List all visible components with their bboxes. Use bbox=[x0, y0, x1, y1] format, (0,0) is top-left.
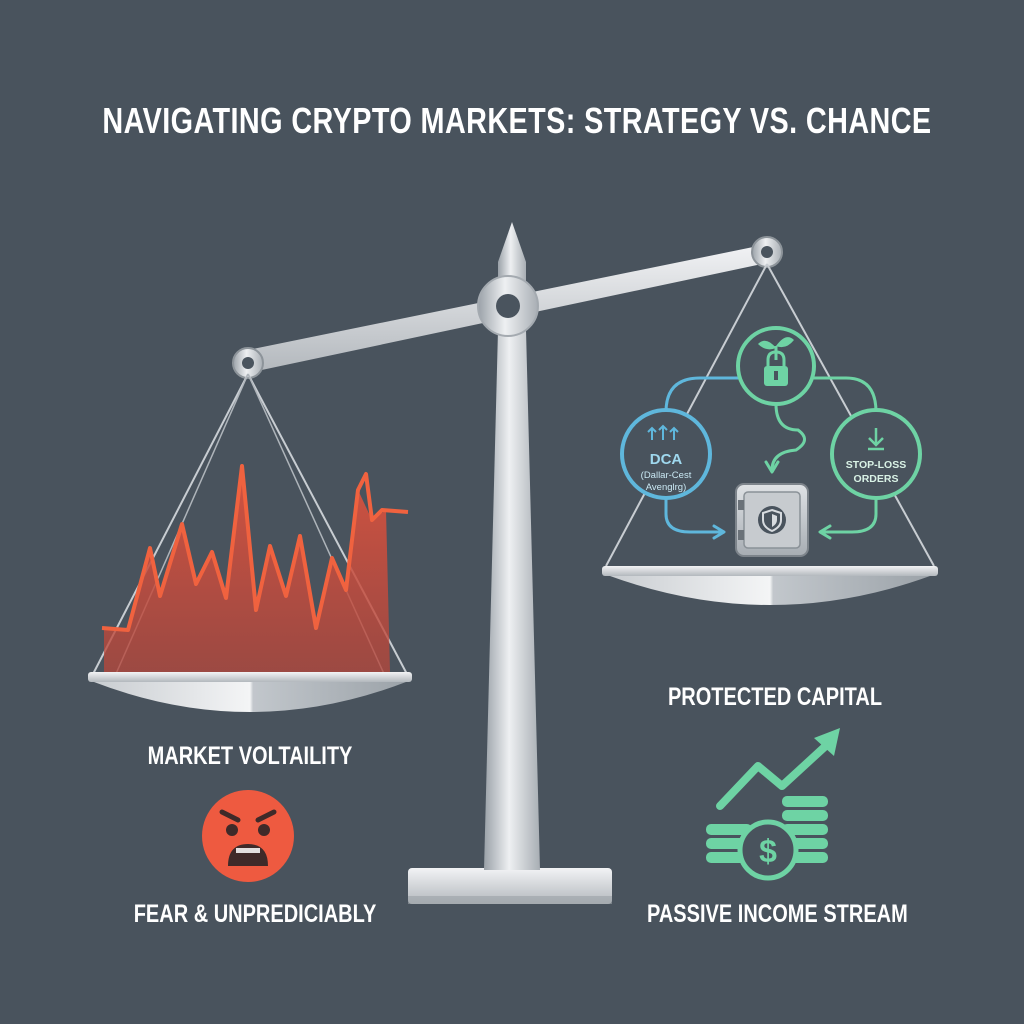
volatility-line bbox=[101, 464, 409, 632]
sprout-lock-icon bbox=[736, 326, 816, 406]
lock-to-stoploss-arrow bbox=[812, 376, 878, 414]
right-pan-group: DCA (Dallar-Cest Avenglrg) STOP-LOSS ORD… bbox=[602, 263, 938, 605]
right-pan bbox=[610, 576, 930, 605]
protected-capital-label: PROTECTED CAPITAL bbox=[667, 683, 883, 711]
market-volatility-label: MARKET VOLTAILITY bbox=[147, 742, 353, 770]
left-chain-outer bbox=[91, 373, 249, 677]
strategy-connectors bbox=[664, 376, 878, 534]
page-title: NAVIGATING CRYPTO MARKETS: STRATEGY VS. … bbox=[102, 100, 932, 141]
coins-growth-icon: $ bbox=[706, 728, 840, 881]
svg-text:$: $ bbox=[759, 833, 777, 869]
frightened-face-icon bbox=[202, 790, 294, 882]
right-chain-outer-right bbox=[766, 263, 935, 567]
fear-label: FEAR & UNPREDICIABLY bbox=[133, 900, 377, 928]
dca-line-2: Avenglrg) bbox=[646, 482, 687, 493]
dca-to-lock-arrow bbox=[664, 376, 740, 414]
right-pan-rim bbox=[602, 566, 938, 576]
down-arrow-icon bbox=[868, 428, 884, 451]
stoploss-line-1: STOP-LOSS bbox=[846, 459, 906, 471]
safe-shield-icon bbox=[735, 483, 809, 557]
pivot-hole bbox=[496, 294, 520, 318]
dca-to-safe-arrow bbox=[664, 492, 724, 534]
dca-line-1: (Dallar-Cest bbox=[641, 470, 692, 481]
growth-arrow bbox=[716, 738, 834, 810]
stoploss-to-safe-arrow bbox=[820, 492, 878, 534]
dca-title: DCA bbox=[650, 451, 683, 468]
lock-to-safe-arrow bbox=[770, 402, 806, 472]
passive-income-label: PASSIVE INCOME STREAM bbox=[647, 900, 908, 928]
up-arrows-icon bbox=[647, 424, 679, 440]
scale-base bbox=[408, 868, 612, 904]
dca-circle: DCA (Dallar-Cest Avenglrg) bbox=[620, 408, 712, 500]
left-pan-group bbox=[88, 373, 412, 712]
stoploss-circle: STOP-LOSS ORDERS bbox=[830, 408, 922, 500]
left-pan bbox=[94, 682, 406, 712]
stoploss-line-2: ORDERS bbox=[854, 473, 899, 485]
left-pan-rim bbox=[88, 672, 412, 682]
scale-post bbox=[484, 330, 540, 870]
